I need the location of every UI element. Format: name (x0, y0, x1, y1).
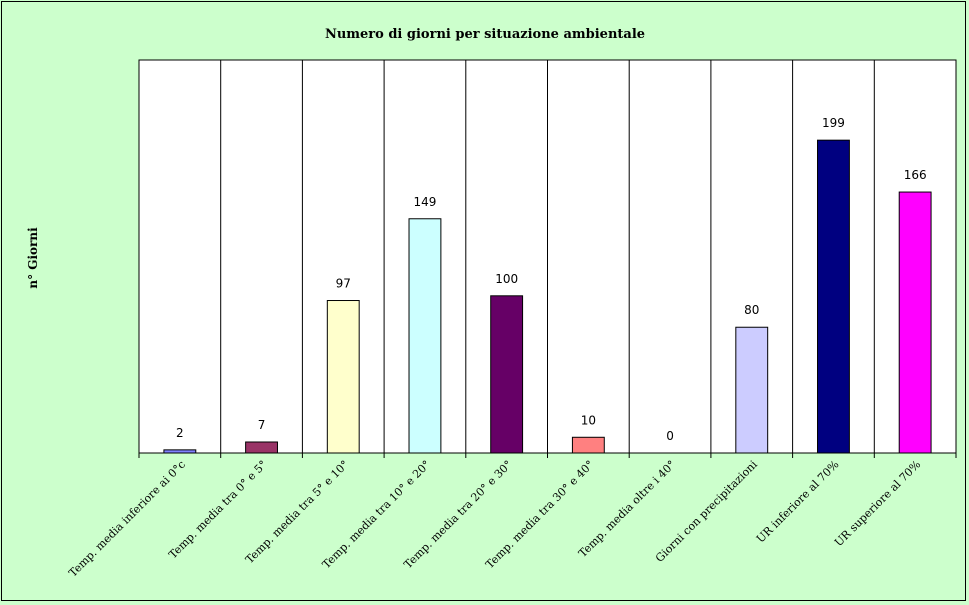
data-label: 80 (744, 303, 759, 317)
data-label: 166 (904, 168, 927, 182)
data-label: 7 (258, 418, 266, 432)
data-label: 100 (495, 272, 518, 286)
x-axis-ticks (138, 453, 957, 458)
data-label: 2 (176, 426, 184, 440)
chart-title: Numero di giorni per situazione ambienta… (325, 27, 645, 42)
data-label: 97 (336, 277, 351, 291)
category-label: UR superiore al 70% (832, 458, 923, 549)
data-label: 149 (413, 195, 436, 209)
category-separators (220, 60, 875, 453)
bar (490, 295, 524, 454)
data-label: 199 (822, 116, 845, 130)
bars-group (163, 139, 932, 454)
bar (163, 449, 197, 454)
category-label: UR inferiore al 70% (754, 458, 842, 546)
category-label: Temp. media inferiore ai 0°c (66, 458, 188, 580)
bar (817, 139, 850, 454)
bar (898, 191, 932, 454)
data-label: 10 (581, 413, 596, 427)
bar (326, 300, 360, 454)
data-label: 0 (666, 429, 674, 443)
y-axis-label: n° Giorni (26, 227, 40, 289)
bar (735, 326, 769, 454)
bar (408, 218, 442, 454)
bar (571, 436, 605, 454)
bar (245, 441, 278, 454)
